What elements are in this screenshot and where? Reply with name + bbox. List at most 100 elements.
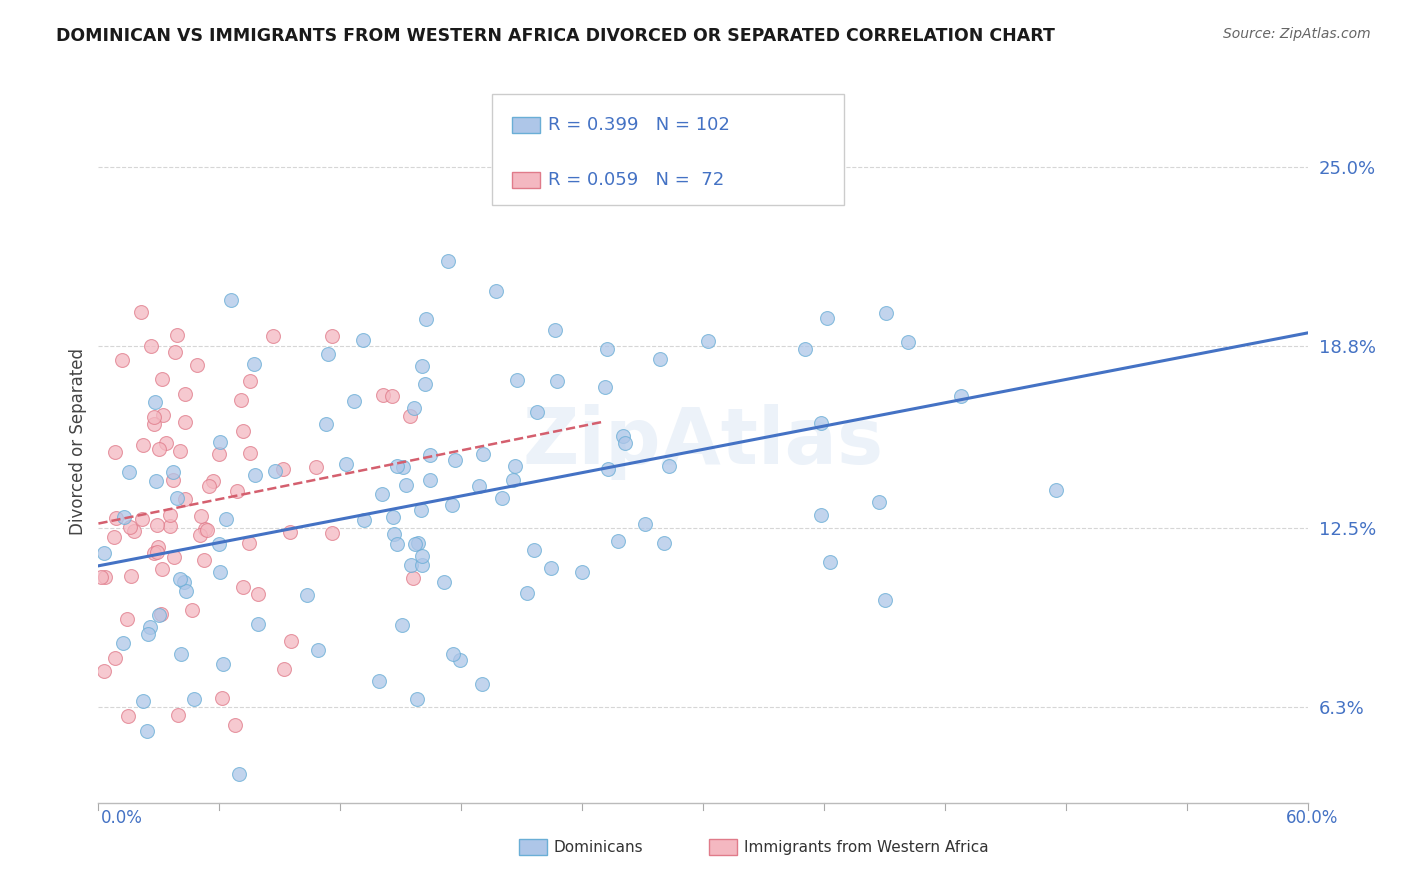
Point <box>163 550 186 565</box>
Point <box>159 519 181 533</box>
Text: R = 0.399   N = 102: R = 0.399 N = 102 <box>548 116 730 134</box>
Point <box>658 459 681 474</box>
Point <box>395 478 418 492</box>
Point <box>385 537 408 551</box>
Point <box>232 580 254 594</box>
Text: Dominicans: Dominicans <box>554 840 644 855</box>
Point <box>411 558 433 572</box>
Point <box>131 512 153 526</box>
Point <box>491 491 513 505</box>
Point <box>546 374 568 388</box>
Point <box>138 620 160 634</box>
Point <box>173 575 195 590</box>
Point <box>225 483 247 498</box>
Point <box>471 677 494 691</box>
Point <box>152 408 174 422</box>
Point <box>211 691 233 706</box>
Point <box>485 284 508 298</box>
Point <box>411 359 433 374</box>
Point <box>209 565 232 579</box>
Point <box>132 438 155 452</box>
Point <box>188 528 211 542</box>
Point <box>391 459 413 474</box>
Point <box>606 533 628 548</box>
Point <box>93 665 115 679</box>
Point <box>506 373 529 387</box>
Point <box>316 346 339 360</box>
Point <box>146 545 169 559</box>
Point <box>793 342 815 356</box>
Point <box>949 389 972 403</box>
Point <box>159 508 181 523</box>
Point <box>815 311 838 326</box>
Point <box>382 526 405 541</box>
Point <box>174 387 197 401</box>
Point <box>371 487 394 501</box>
Point <box>440 499 463 513</box>
Point <box>224 717 246 731</box>
Point <box>399 558 422 572</box>
Point <box>402 401 425 416</box>
Point <box>198 479 221 493</box>
Point <box>382 509 405 524</box>
Point <box>418 473 440 487</box>
Y-axis label: Divorced or Separated: Divorced or Separated <box>69 348 87 535</box>
Point <box>598 462 620 476</box>
Point <box>232 424 254 438</box>
Point <box>522 543 544 558</box>
Point <box>145 518 167 533</box>
Point <box>472 447 495 461</box>
Point <box>112 510 135 524</box>
Point <box>526 405 548 419</box>
Point <box>335 457 357 471</box>
Point <box>117 708 139 723</box>
Point <box>170 647 193 661</box>
Point <box>139 339 162 353</box>
Point <box>186 358 208 372</box>
Point <box>208 435 231 450</box>
Point <box>238 446 260 460</box>
Point <box>143 395 166 409</box>
Point <box>122 524 145 538</box>
Point <box>387 459 409 474</box>
Point <box>634 517 657 532</box>
Text: Source: ZipAtlas.com: Source: ZipAtlas.com <box>1223 27 1371 41</box>
Point <box>411 549 433 564</box>
Point <box>118 465 141 479</box>
Point <box>90 569 112 583</box>
Point <box>115 612 138 626</box>
Point <box>404 537 426 551</box>
Point <box>208 537 231 551</box>
Point <box>321 328 343 343</box>
Point <box>868 494 890 508</box>
Point <box>135 724 157 739</box>
Point <box>245 468 267 483</box>
Point <box>295 588 318 602</box>
Point <box>104 445 127 459</box>
Point <box>150 562 173 576</box>
Point <box>174 492 197 507</box>
Point <box>105 511 128 525</box>
Point <box>243 358 266 372</box>
Point <box>449 653 471 667</box>
Point <box>419 448 441 462</box>
Point <box>120 569 142 583</box>
Point <box>613 436 636 450</box>
Point <box>190 508 212 523</box>
Point <box>405 692 427 706</box>
Point <box>215 511 238 525</box>
Point <box>271 461 294 475</box>
Point <box>342 393 364 408</box>
Point <box>368 673 391 688</box>
Point <box>239 374 262 388</box>
Point <box>148 608 170 623</box>
Point <box>593 380 616 394</box>
Point <box>145 474 167 488</box>
Point <box>571 565 593 579</box>
Point <box>118 520 141 534</box>
Point <box>166 327 188 342</box>
Point <box>505 458 527 473</box>
Point <box>143 417 166 432</box>
Point <box>873 593 896 607</box>
Text: R = 0.059   N =  72: R = 0.059 N = 72 <box>548 171 724 189</box>
